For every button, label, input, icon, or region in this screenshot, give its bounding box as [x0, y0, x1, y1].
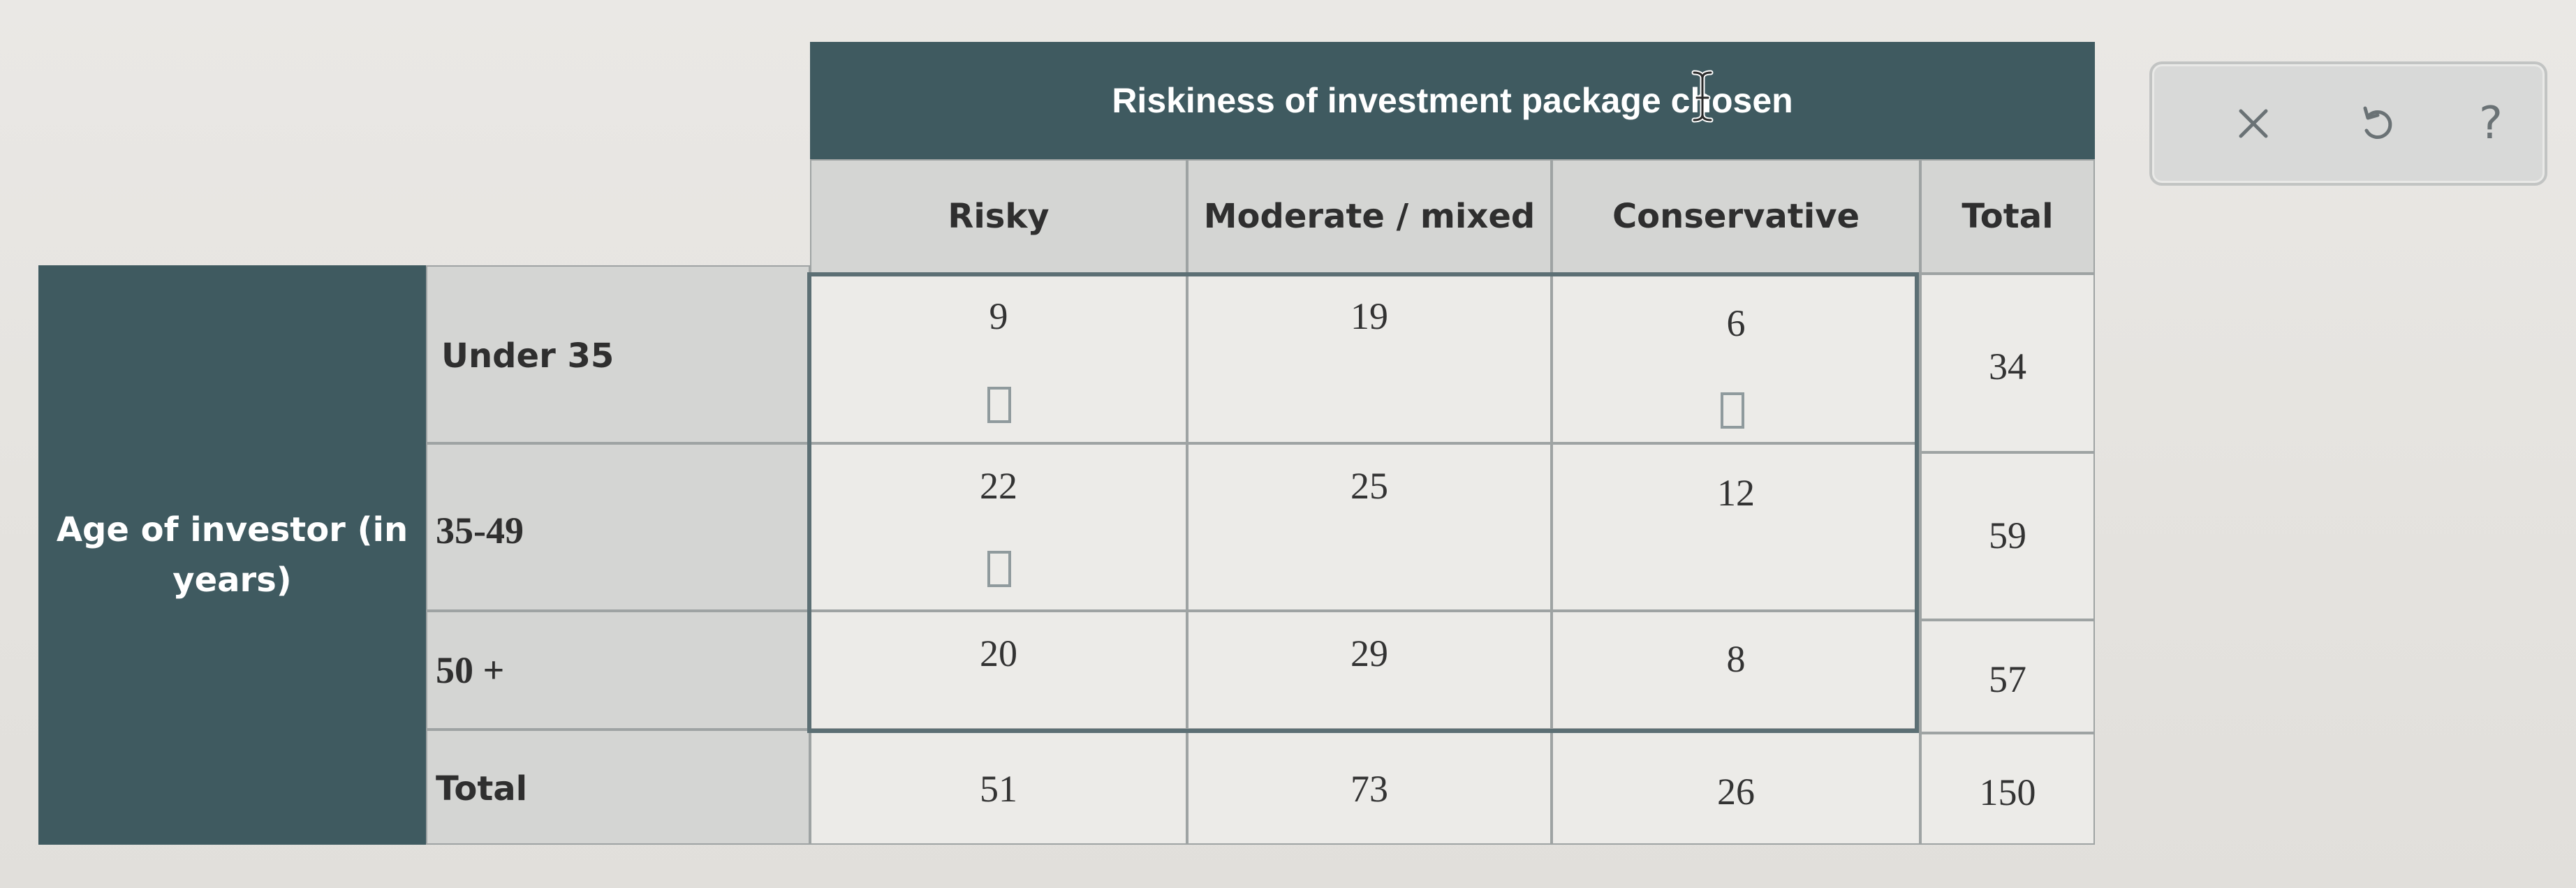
- row-group-header: Age of investor (in years): [38, 265, 426, 845]
- column-header-label: Conservative: [1612, 197, 1860, 236]
- help-label: ?: [2479, 98, 2503, 149]
- column-header-conservative: Conservative: [1552, 159, 1920, 274]
- row-label-text: Under 35: [441, 336, 614, 376]
- cell-3549-risky[interactable]: 22: [810, 443, 1187, 611]
- row-label-50-plus: 50 +: [426, 611, 810, 730]
- answer-toolbar: ?: [2149, 61, 2547, 186]
- row-label-text: 35-49: [436, 510, 524, 552]
- cell-under35-total: 34: [1920, 274, 2095, 452]
- cell-50plus-conservative[interactable]: 8: [1552, 611, 1920, 730]
- undo-button[interactable]: [2345, 92, 2408, 155]
- cell-total-moderate: 73: [1187, 730, 1552, 845]
- cell-total-conservative: 26: [1552, 730, 1920, 845]
- cell-value: 19: [1350, 295, 1388, 337]
- help-button[interactable]: ?: [2459, 92, 2522, 155]
- row-label-text: 50 +: [436, 649, 505, 691]
- answer-box[interactable]: [1721, 392, 1744, 429]
- cell-3549-conservative[interactable]: 12: [1552, 443, 1920, 611]
- cell-total-grand: 150: [1920, 733, 2095, 845]
- column-header-label: Moderate / mixed: [1203, 197, 1536, 236]
- column-header-total: Total: [1920, 159, 2095, 274]
- cell-value: 59: [1989, 515, 2026, 556]
- cell-value: 73: [1350, 768, 1388, 810]
- cell-value: 22: [980, 465, 1017, 507]
- cell-value: 51: [980, 768, 1017, 810]
- cell-3549-moderate[interactable]: 25: [1187, 443, 1552, 611]
- text-cursor-icon: [1691, 70, 1714, 123]
- cell-50plus-total: 57: [1920, 620, 2095, 733]
- cell-under35-risky[interactable]: 9: [810, 274, 1187, 443]
- cell-value: 150: [1979, 771, 2036, 813]
- undo-icon: [2363, 106, 2392, 139]
- cell-value: 25: [1350, 465, 1388, 507]
- cell-value: 26: [1717, 771, 1755, 813]
- cell-3549-total: 59: [1920, 452, 2095, 620]
- row-label-total: Total: [426, 730, 810, 845]
- close-icon: [2239, 109, 2268, 138]
- column-group-header-label: Riskiness of investment package chosen: [1112, 81, 1793, 120]
- column-group-header: Riskiness of investment package chosen: [810, 42, 2095, 159]
- column-header-moderate: Moderate / mixed: [1187, 159, 1552, 274]
- cell-under35-conservative[interactable]: 6: [1552, 274, 1920, 443]
- answer-box[interactable]: [987, 551, 1011, 587]
- row-label-text: Total: [436, 769, 528, 808]
- row-label-35-49: 35-49: [426, 443, 810, 611]
- column-header-label: Risky: [948, 197, 1050, 236]
- row-label-under-35: Under 35: [426, 265, 810, 443]
- cell-value: 12: [1717, 472, 1755, 514]
- column-header-label: Total: [1962, 197, 2054, 236]
- cell-50plus-moderate[interactable]: 29: [1187, 611, 1552, 730]
- cell-value: 20: [980, 632, 1017, 674]
- answer-box[interactable]: [987, 387, 1011, 423]
- cell-value: 8: [1726, 638, 1746, 680]
- cell-value: 57: [1989, 658, 2026, 700]
- column-header-risky: Risky: [810, 159, 1187, 274]
- cell-under35-moderate[interactable]: 19: [1187, 274, 1552, 443]
- close-button[interactable]: [2222, 92, 2285, 155]
- cell-value: 6: [1726, 302, 1746, 344]
- cell-total-risky: 51: [810, 730, 1187, 845]
- row-group-header-label: Age of investor (in years): [56, 510, 409, 600]
- cell-value: 29: [1350, 632, 1388, 674]
- cell-50plus-risky[interactable]: 20: [810, 611, 1187, 730]
- cell-value: 9: [989, 295, 1008, 337]
- cell-value: 34: [1989, 346, 2026, 387]
